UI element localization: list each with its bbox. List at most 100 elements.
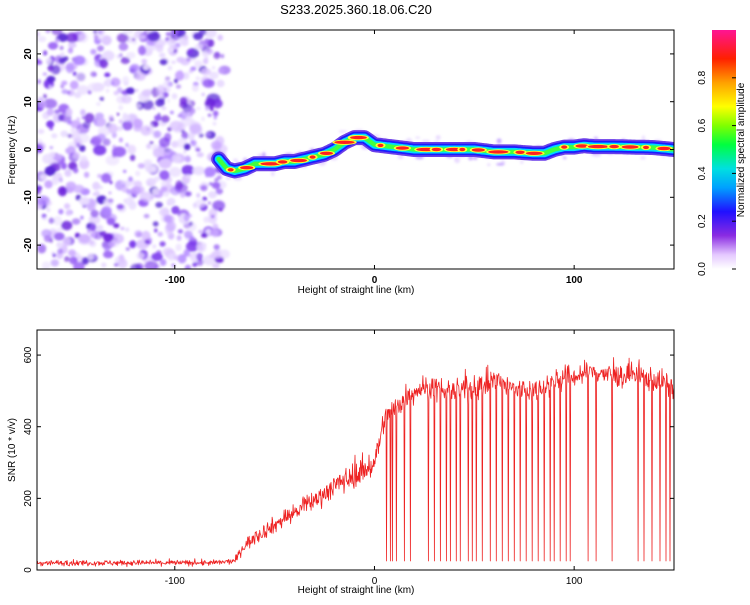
noise-speckle: [99, 96, 105, 101]
noise-speckle: [212, 110, 219, 117]
noise-speckle: [110, 81, 115, 86]
noise-speckle: [169, 110, 174, 115]
noise-speckle: [161, 180, 167, 187]
noise-speckle: [120, 180, 127, 185]
noise-speckle: [205, 105, 210, 111]
noise-speckle: [118, 137, 123, 143]
noise-speckle: [201, 68, 211, 76]
noise-speckle: [195, 147, 201, 152]
ridge-halo-speckle: [435, 135, 441, 140]
noise-speckle: [177, 229, 183, 234]
noise-speckle: [48, 151, 56, 157]
noise-speckle: [207, 213, 218, 224]
noise-speckle: [46, 207, 51, 213]
top-y-tick-label: -20: [23, 237, 34, 252]
noise-speckle: [220, 54, 225, 59]
noise-speckle: [190, 139, 197, 147]
noise-speckle: [189, 221, 193, 227]
noise-speckle: [136, 103, 142, 109]
noise-speckle: [120, 226, 125, 231]
noise-speckle: [216, 175, 222, 180]
noise-speckle: [183, 214, 190, 222]
colorbar-gradient: [712, 30, 736, 269]
ridge-hotspot: [260, 162, 281, 166]
noise-speckle: [108, 241, 116, 248]
noise-speckle: [165, 87, 171, 93]
noise-speckle: [164, 77, 170, 82]
noise-speckle: [104, 72, 111, 78]
noise-speckle: [208, 191, 217, 199]
noise-speckle: [60, 188, 65, 193]
noise-speckle: [103, 233, 114, 242]
noise-speckle: [123, 81, 129, 86]
ridge-hotspot: [290, 158, 307, 163]
noise-speckle: [81, 257, 89, 265]
noise-speckle: [128, 176, 133, 182]
noise-speckle: [202, 58, 209, 65]
noise-speckle: [163, 40, 168, 44]
noise-speckle: [53, 232, 65, 241]
noise-speckle: [134, 89, 139, 92]
noise-speckle: [207, 113, 212, 117]
noise-speckle: [196, 193, 201, 198]
noise-speckle: [140, 125, 154, 136]
noise-speckle: [159, 170, 170, 181]
noise-speckle: [101, 35, 112, 46]
noise-speckle: [51, 64, 61, 75]
noise-speckle: [92, 181, 100, 190]
noise-speckle: [185, 174, 192, 179]
noise-speckle: [126, 188, 132, 195]
noise-speckle: [165, 32, 171, 37]
noise-speckle: [167, 197, 176, 206]
noise-speckle: [192, 166, 205, 176]
noise-speckle: [171, 93, 178, 100]
noise-speckle: [67, 133, 73, 138]
noise-speckle: [78, 196, 90, 206]
noise-speckle: [166, 98, 171, 103]
ridge-hotspot: [431, 147, 442, 152]
noise-speckle: [146, 143, 152, 149]
ridge-hotspot: [459, 147, 466, 152]
noise-speckle: [90, 231, 96, 238]
noise-speckle: [212, 121, 217, 126]
noise-speckle: [109, 180, 113, 185]
noise-speckle: [143, 213, 150, 219]
noise-speckle: [215, 187, 223, 195]
noise-speckle: [102, 50, 115, 61]
noise-speckle: [42, 72, 48, 76]
bottom-x-tick-label: 100: [566, 576, 583, 587]
noise-speckle: [150, 123, 154, 127]
ridge-hotspot: [240, 166, 254, 170]
noise-speckle: [102, 138, 111, 146]
noise-speckle: [93, 34, 99, 39]
noise-speckle: [194, 60, 203, 68]
noise-speckle: [116, 204, 125, 210]
noise-speckle: [129, 240, 137, 249]
noise-speckle: [80, 215, 84, 220]
snr-series-line: [37, 357, 674, 568]
noise-speckle: [103, 80, 108, 87]
noise-speckle: [49, 126, 53, 131]
top-y-tick-label: -10: [23, 190, 34, 205]
noise-speckle: [116, 112, 120, 116]
noise-speckle: [50, 259, 59, 267]
noise-speckle: [67, 47, 73, 54]
ridge-hotspot: [395, 146, 409, 150]
noise-speckle: [64, 256, 70, 262]
noise-speckle: [204, 38, 209, 44]
noise-speckle: [167, 65, 173, 71]
noise-speckle: [159, 137, 171, 148]
noise-speckle: [93, 30, 98, 35]
noise-speckle: [111, 233, 124, 244]
noise-speckle: [143, 159, 153, 166]
noise-speckle: [175, 70, 185, 81]
noise-speckle: [186, 157, 191, 162]
ridge-hotspot: [515, 150, 525, 154]
noise-speckle: [107, 198, 114, 203]
noise-speckle: [58, 208, 64, 215]
noise-speckle: [92, 192, 97, 196]
top-y-tick-label: 20: [23, 48, 34, 60]
noise-speckle: [218, 208, 223, 212]
bottom-y-tick-label: 400: [23, 418, 34, 435]
noise-speckle: [184, 191, 192, 197]
